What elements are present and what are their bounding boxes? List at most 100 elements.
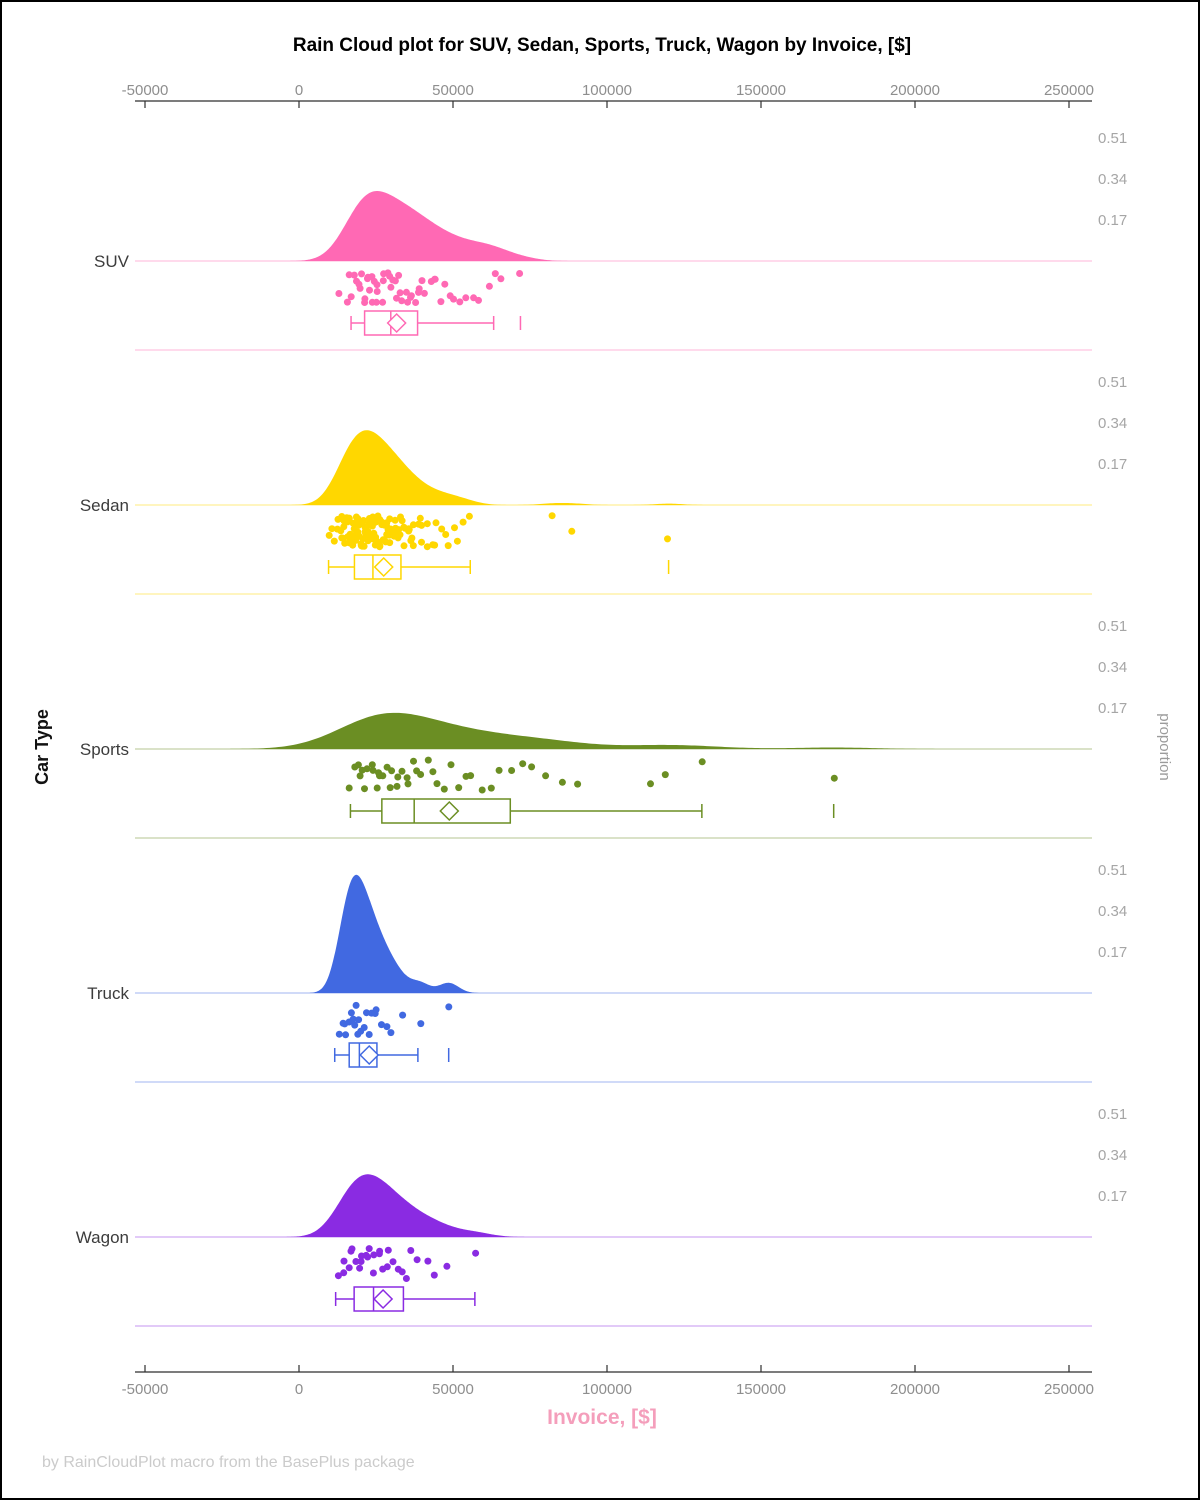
data-point [386,515,394,523]
data-point [345,784,353,792]
data-point [447,761,455,769]
mean-diamond [386,312,407,334]
data-point [368,761,376,769]
data-point [430,1271,438,1279]
data-point [366,286,373,294]
data-point [451,524,458,532]
data-point [372,298,380,306]
data-point [340,1269,348,1277]
data-point [395,271,403,279]
data-point [345,1264,353,1272]
x-axis-label: Invoice, [$] [547,1406,657,1429]
data-point [370,529,378,537]
boxplot-wagon [334,1286,476,1312]
data-point [487,784,495,792]
data-point [369,1269,377,1277]
data-point [352,1001,360,1009]
data-point [354,761,362,769]
x-tick-label-bottom: -50000 [122,1381,169,1398]
data-point [343,298,351,306]
data-point [467,772,475,780]
data-point [347,1009,355,1017]
data-point [450,295,457,303]
data-point [398,1268,406,1276]
mean-diamond [373,1288,394,1310]
boxplot-sports [349,798,835,824]
data-point [412,299,420,306]
x-tick-label-bottom: 50000 [432,1381,474,1398]
data-point [391,516,399,524]
data-point [361,299,369,306]
proportion-tick-label: 0.51 [1098,130,1127,147]
data-point [355,1016,363,1024]
data-point [342,1031,350,1039]
data-point [542,772,550,780]
data-point [478,786,486,794]
data-point [459,518,467,526]
data-point [399,1011,407,1019]
data-point [462,294,470,302]
x-tick-label-top: 150000 [736,82,786,99]
data-point [348,1245,356,1253]
data-point [394,534,402,542]
data-point [398,517,406,525]
data-point [384,1246,392,1254]
data-point [391,277,399,285]
data-point [407,292,415,300]
data-point [356,772,364,780]
data-point [429,768,437,776]
x-tick-label-top: 50000 [432,82,474,99]
proportion-tick-label: 0.51 [1098,618,1127,635]
mean-diamond [359,1044,380,1066]
data-point [558,778,566,786]
data-point [352,1258,360,1265]
x-tick-label-bottom: 100000 [582,1381,632,1398]
data-point [328,525,336,533]
data-point [408,534,416,542]
data-point [404,780,412,788]
proportion-tick-label: 0.51 [1098,1106,1127,1123]
data-point [345,271,353,279]
data-point [340,523,348,531]
data-point [330,537,338,545]
data-point [409,542,417,550]
data-point [388,767,396,775]
data-point [387,283,395,291]
category-label-truck: Truck [87,984,129,1003]
data-point [357,1258,365,1265]
scatter-sedan [325,512,671,551]
data-point [350,271,358,279]
data-point [409,521,417,529]
data-point [485,282,493,290]
data-point [497,275,505,283]
data-point [413,1256,421,1264]
data-point [433,780,441,788]
x-tick-label-top: -50000 [122,82,169,99]
proportion-tick-label: 0.34 [1098,171,1127,188]
data-point [393,294,400,302]
data-point [698,758,706,766]
mean-diamond [439,800,460,822]
data-point [351,1021,359,1029]
data-point [360,1024,368,1031]
proportion-tick-label: 0.17 [1098,944,1127,961]
data-point [358,542,366,550]
data-point [363,1009,370,1017]
data-point [417,771,425,778]
data-point [664,535,671,543]
data-point [365,1245,373,1253]
data-point [356,1264,364,1272]
data-point [373,281,381,289]
data-point [379,277,387,285]
category-label-suv: SUV [94,252,130,271]
x-tick-label-top: 250000 [1044,82,1094,99]
data-point [345,515,353,523]
proportion-tick-label: 0.51 [1098,374,1127,391]
data-point [387,1029,395,1037]
category-label-sedan: Sedan [80,496,129,515]
data-point [519,760,527,768]
data-point [418,277,426,285]
proportion-tick-label: 0.17 [1098,212,1127,229]
data-point [574,780,582,788]
panel-truck: 0.17 0.34 0.51 Truck [87,862,1127,1083]
